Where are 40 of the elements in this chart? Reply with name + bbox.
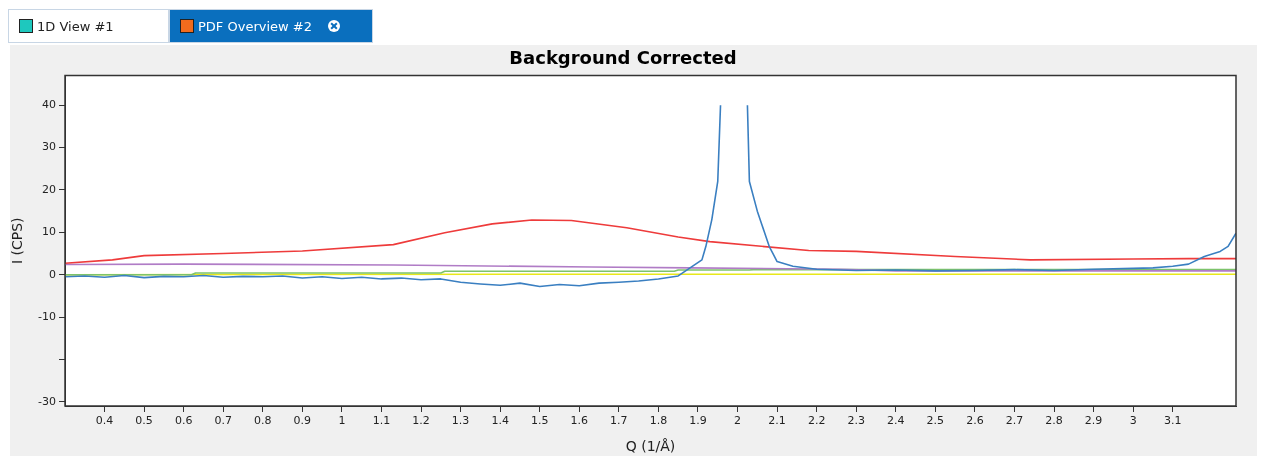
x-tick-label: 2.8 [1045,414,1063,428]
x-tick-label: 1.3 [451,414,470,428]
x-tick-label: 1.4 [491,414,509,428]
y-axis-title: I (CPS) [9,217,26,265]
x-tick-label: 1 [338,414,346,428]
x-tick-label: 2.6 [966,414,984,428]
x-axis-title: Q (1/Å) [625,438,676,455]
x-tick-label: 3.1 [1163,414,1182,428]
x-tick-label: 1.7 [610,414,628,428]
x-tick-label: 1.8 [649,414,668,428]
y-tick-label: 20 [42,182,56,196]
y-tick-label: -30 [38,394,56,408]
x-tick-label: 2.7 [1005,414,1024,428]
y-tick-label: 40 [42,98,56,112]
x-tick-label: 2.4 [887,414,905,428]
x-tick-label: 0.7 [214,414,232,428]
x-tick-label: 0.4 [95,414,114,428]
x-tick-label: 2.1 [768,414,786,428]
x-tick-label: 1.5 [530,414,549,428]
y-tick-label: 10 [42,225,56,239]
x-tick-label: 0.8 [254,414,272,428]
x-tick-label: 2.5 [926,414,945,428]
y-tick-label: -10 [38,309,56,323]
text: PDF Overview #2 [198,18,312,34]
x-tick-label: 2 [734,414,742,428]
chart-title: Background Corrected [509,47,737,69]
y-tick-label: 0 [49,267,56,281]
x-tick-label: 1.9 [689,414,707,428]
x-tick-label: 1.2 [412,414,430,428]
x-tick-label: 3 [1129,414,1137,428]
x-tick-label: 1.1 [372,414,391,428]
x-tick-label: 2.2 [807,414,826,428]
text: 1D View #1 [37,18,114,34]
x-tick-label: 2.3 [847,414,865,428]
x-tick-label: 2.9 [1084,414,1103,428]
x-tick-label: 0.5 [135,414,153,428]
x-tick-label: 0.6 [174,414,193,428]
y-tick-label: 30 [42,140,56,154]
x-tick-label: 0.9 [293,414,312,428]
x-tick-label: 1.6 [570,414,589,428]
